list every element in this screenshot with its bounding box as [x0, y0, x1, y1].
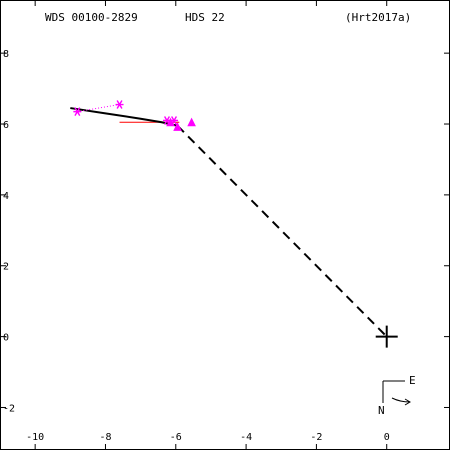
y-tick-label: 2: [3, 262, 9, 273]
x-tick-label: -8: [99, 432, 111, 443]
x-tick-label: -4: [240, 432, 252, 443]
compass: E N: [378, 374, 416, 417]
wds-designation: WDS 00100-2829: [45, 11, 138, 24]
x-tick-label: -10: [26, 432, 44, 443]
orbit-lines: [70, 104, 388, 338]
discoverer-designation: HDS 22: [185, 11, 225, 24]
header: WDS 00100-2829 HDS 22 (Hrt2017a): [45, 11, 411, 24]
measure-point-triangle: [187, 117, 196, 127]
x-tick-label: -2: [310, 432, 322, 443]
measurement-marks: [73, 100, 398, 348]
orbit-reference: (Hrt2017a): [345, 11, 411, 24]
measure-point-triangle: [166, 117, 175, 127]
y-tick-label: 8: [3, 49, 9, 60]
y-tick-label: 0: [3, 333, 9, 344]
orbit-arc: [70, 107, 178, 127]
measure-point-asterisk: [73, 107, 82, 116]
compass-east-label: E: [409, 374, 416, 387]
y-tick-label: 6: [3, 120, 9, 131]
compass-north-label: N: [378, 404, 385, 417]
measure-residual-link: [77, 104, 120, 113]
motion-direction-arrow-icon: [391, 397, 411, 406]
x-tick-label: 0: [384, 432, 390, 443]
y-tick-label: 4: [3, 191, 9, 202]
x-tick-label: -6: [170, 432, 182, 443]
measure-point-triangle: [173, 122, 182, 131]
measure-point-asterisk: [115, 100, 124, 109]
primary-star-icon: [375, 325, 398, 348]
line-of-nodes: [176, 125, 388, 338]
y-tick-label: -2: [3, 403, 15, 414]
